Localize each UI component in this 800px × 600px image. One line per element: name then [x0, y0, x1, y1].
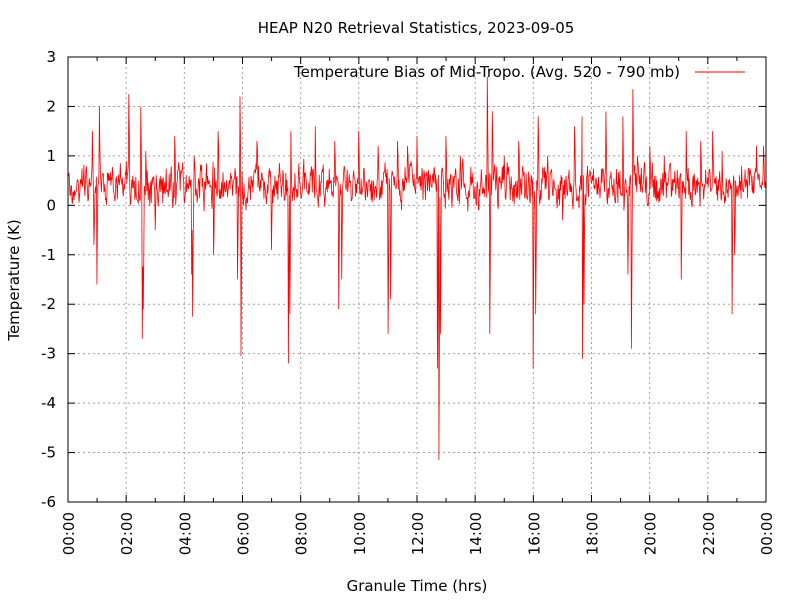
x-tick-label: 22:00 [700, 512, 718, 555]
y-axis-label: Temperature (K) [5, 219, 23, 341]
x-tick-label: 00:00 [60, 512, 78, 555]
x-tick-label: 10:00 [351, 512, 369, 555]
series-line [67, 76, 767, 460]
x-tick-label: 20:00 [642, 512, 660, 555]
ticks [67, 56, 767, 503]
x-tick-label: 08:00 [293, 512, 311, 555]
y-tick-label: 1 [46, 147, 56, 165]
y-tick-label: -3 [41, 345, 56, 363]
x-tick-label: 00:00 [758, 512, 776, 555]
x-tick-label: 18:00 [584, 512, 602, 555]
x-tick-label: 02:00 [118, 512, 136, 555]
y-tick-label: -4 [41, 394, 56, 412]
x-tick-label: 14:00 [467, 512, 485, 555]
x-tick-label: 04:00 [176, 512, 194, 555]
series-group [67, 76, 767, 460]
x-tick-labels: 00:00 02:00 04:00 06:00 08:00 10:00 12:00 14:00… [60, 512, 776, 555]
y-tick-labels: 3 2 1 0 -1 -2 -3 -4 -5 -6 [41, 48, 56, 511]
y-tick-label: -6 [41, 493, 56, 511]
x-tick-label: 16:00 [525, 512, 543, 555]
y-tick-label: -2 [41, 295, 56, 313]
y-tick-label: 3 [46, 48, 56, 66]
x-axis-label: Granule Time (hrs) [347, 577, 488, 595]
y-tick-label: 2 [46, 97, 56, 115]
x-tick-label: 06:00 [235, 512, 253, 555]
y-tick-label: -1 [41, 246, 56, 264]
chart-title: HEAP N20 Retrieval Statistics, 2023-09-0… [258, 19, 575, 37]
y-tick-label: 0 [46, 196, 56, 214]
x-tick-label: 12:00 [409, 512, 427, 555]
legend: Temperature Bias of Mid-Tropo. (Avg. 520… [293, 63, 745, 81]
y-tick-label: -5 [41, 444, 56, 462]
legend-label: Temperature Bias of Mid-Tropo. (Avg. 520… [293, 63, 680, 81]
